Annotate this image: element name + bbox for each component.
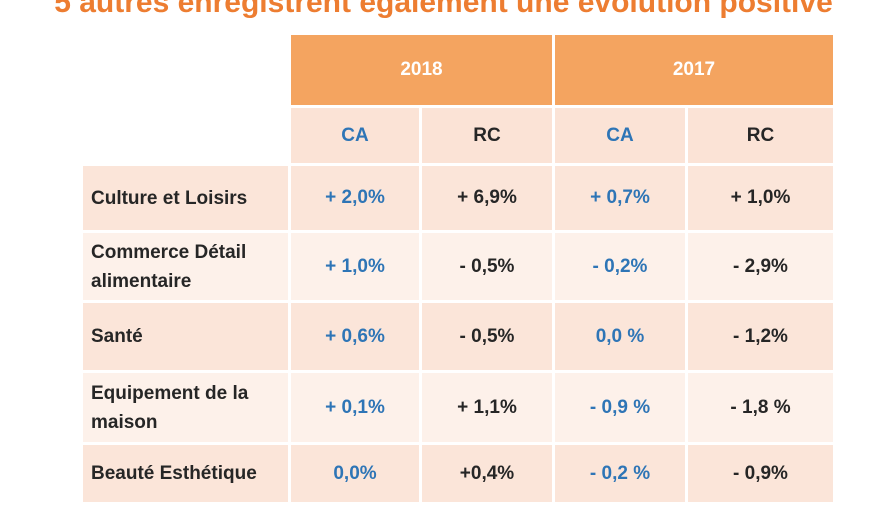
- value-cell: + 1,0%: [685, 163, 836, 233]
- value-cell: - 0,5%: [419, 300, 555, 373]
- value-cell: 0,0 %: [552, 300, 688, 373]
- value-cell: + 1,1%: [419, 370, 555, 445]
- value-cell: - 0,2 %: [552, 442, 688, 505]
- year-header: 2018: [288, 32, 555, 108]
- value-cell: + 6,9%: [419, 163, 555, 233]
- value-cell: - 0,5%: [419, 230, 555, 303]
- value-cell: +0,4%: [419, 442, 555, 505]
- year-header: 2017: [552, 32, 836, 108]
- value-cell: - 1,8 %: [685, 370, 836, 445]
- data-row: Santé + 0,6% - 0,5% 0,0 % - 1,2%: [80, 300, 836, 373]
- value-cell: - 2,9%: [685, 230, 836, 303]
- data-row: Commerce Détail alimentaire + 1,0% - 0,5% -…: [80, 230, 836, 303]
- value-cell: + 0,7%: [552, 163, 688, 233]
- blank-cell: [80, 105, 291, 166]
- row-label: Culture et Loisirs: [80, 163, 291, 233]
- subheader-row: CA RC CA RC: [80, 105, 836, 166]
- subheader: CA: [552, 105, 688, 166]
- row-label: Equipement de la maison: [80, 370, 291, 445]
- data-row: Equipement de la maison + 0,1% + 1,1% - 0,9…: [80, 370, 836, 445]
- value-cell: - 0,2%: [552, 230, 688, 303]
- blank-cell: [80, 32, 291, 108]
- value-cell: - 0,9%: [685, 442, 836, 505]
- row-label: Santé: [80, 300, 291, 373]
- subheader: RC: [685, 105, 836, 166]
- data-row: Culture et Loisirs + 2,0% + 6,9% + 0,7% + 1,…: [80, 163, 836, 233]
- value-cell: 0,0%: [288, 442, 422, 505]
- value-cell: + 1,0%: [288, 230, 422, 303]
- data-table: 2018 2017 CA RC CA RC Culture et Loisirs + 2,0%…: [80, 32, 836, 505]
- value-cell: + 2,0%: [288, 163, 422, 233]
- value-cell: + 0,1%: [288, 370, 422, 445]
- data-row: Beauté Esthétique 0,0% +0,4% - 0,2 % - 0,9%: [80, 442, 836, 505]
- value-cell: - 1,2%: [685, 300, 836, 373]
- subheader: CA: [288, 105, 422, 166]
- subheader: RC: [419, 105, 555, 166]
- header-row: 2018 2017: [80, 32, 836, 108]
- row-label: Beauté Esthétique: [80, 442, 291, 505]
- slide-title: 5 autres enregistrent également une évol…: [54, 0, 833, 19]
- row-label: Commerce Détail alimentaire: [80, 230, 291, 303]
- value-cell: - 0,9 %: [552, 370, 688, 445]
- value-cell: + 0,6%: [288, 300, 422, 373]
